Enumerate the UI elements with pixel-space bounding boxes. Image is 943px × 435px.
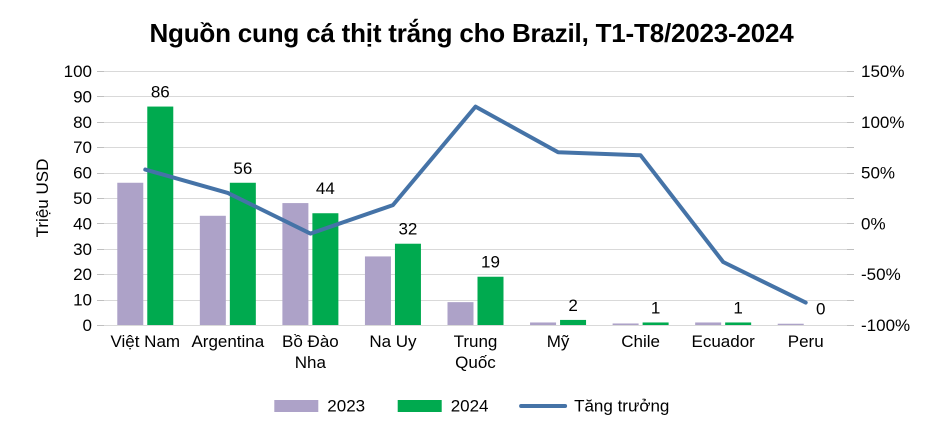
chart-title: Nguồn cung cá thịt trắng cho Brazil, T1-…	[149, 18, 794, 48]
x-axis-label: Việt Nam	[110, 332, 180, 351]
legend-label: 2023	[327, 396, 365, 415]
legend-item[interactable]: 2023	[274, 396, 365, 415]
bar-2024	[394, 243, 421, 325]
bar-2023	[447, 302, 474, 325]
left-axis-tick-label: 60	[73, 164, 92, 183]
bar-group: 2	[530, 296, 587, 325]
x-axis-labels: Việt Nam Argentina Bồ Đào Nha Na Uy Trung Quốc…	[110, 332, 823, 372]
growth-line	[143, 104, 808, 305]
bar-groups: 86 56 44 32 19 2 1 1 0	[117, 83, 825, 325]
bar-2023	[199, 215, 226, 325]
bar-2023	[117, 182, 144, 325]
bar-2024	[147, 106, 174, 325]
bar-2023	[530, 322, 557, 325]
bar-2023	[777, 323, 804, 325]
right-axis: 150% 100% 50% 0% -50% -100%	[847, 62, 910, 335]
bar-group: 86	[117, 83, 174, 325]
x-axis-label: Na Uy	[369, 332, 417, 351]
right-axis-tick-label: -50%	[861, 265, 901, 284]
bar-data-label: 44	[316, 179, 335, 198]
bar-data-label: 1	[733, 298, 742, 317]
bar-data-label: 86	[151, 83, 170, 102]
left-axis-tick-label: 80	[73, 113, 92, 132]
chart-legend: 2023 2024 Tăng trưởng	[274, 396, 669, 415]
bar-2023	[612, 323, 639, 325]
legend-item[interactable]: 2024	[397, 396, 489, 415]
bar-group: 0	[777, 300, 825, 325]
bar-2024	[725, 322, 752, 325]
right-axis-tick-label: 0%	[861, 214, 886, 233]
left-axis-tick-label: 30	[73, 240, 92, 259]
right-axis-tick-label: 50%	[861, 164, 895, 183]
x-axis-label: Mỹ	[547, 332, 570, 351]
left-axis-tick-label: 10	[73, 291, 92, 310]
left-axis-tick-label: 0	[83, 316, 92, 335]
left-axis-tick-label: 20	[73, 265, 92, 284]
x-axis-label: Trung	[454, 332, 498, 351]
bar-2023	[364, 256, 391, 325]
right-axis-tick-label: -100%	[861, 316, 910, 335]
x-axis-label: Chile	[621, 332, 660, 351]
left-axis-tick-label: 50	[73, 189, 92, 208]
bar-group: 1	[695, 298, 752, 325]
bar-group: 44	[282, 179, 339, 325]
bar-data-label: 1	[651, 298, 660, 317]
legend-item[interactable]: Tăng trưởng	[519, 396, 669, 415]
bar-data-label: 56	[233, 159, 252, 178]
x-axis-label: Quốc	[455, 353, 496, 372]
bar-data-label: 2	[568, 296, 577, 315]
x-axis-label: Ecuador	[692, 332, 756, 351]
bar-2024	[560, 319, 587, 325]
left-axis-tick-label: 90	[73, 87, 92, 106]
legend-swatch	[274, 400, 319, 412]
left-axis-title: Triệu USD	[33, 159, 52, 238]
right-axis-tick-label: 100%	[861, 113, 904, 132]
bar-group: 1	[612, 298, 669, 325]
bar-data-label: 0	[816, 300, 825, 319]
bar-group: 32	[364, 220, 421, 325]
bar-data-label: 19	[481, 253, 500, 272]
left-axis-tick-label: 70	[73, 138, 92, 157]
x-axis-label: Nha	[295, 353, 327, 372]
x-axis-label: Peru	[788, 332, 824, 351]
x-axis-label: Argentina	[191, 332, 264, 351]
bar-group: 19	[447, 253, 504, 325]
x-axis-label: Bồ Đào	[282, 332, 339, 351]
legend-label: Tăng trưởng	[574, 396, 669, 415]
legend-label: 2024	[451, 396, 489, 415]
bar-2023	[695, 322, 722, 325]
right-axis-tick-label: 150%	[861, 62, 904, 81]
legend-swatch	[397, 400, 442, 412]
left-axis-tick-label: 40	[73, 214, 92, 233]
left-axis-tick-label: 100	[64, 62, 92, 81]
bar-2024	[477, 276, 504, 325]
bar-2024	[642, 322, 669, 325]
gridlines	[104, 71, 847, 326]
bar-data-label: 32	[398, 220, 417, 239]
